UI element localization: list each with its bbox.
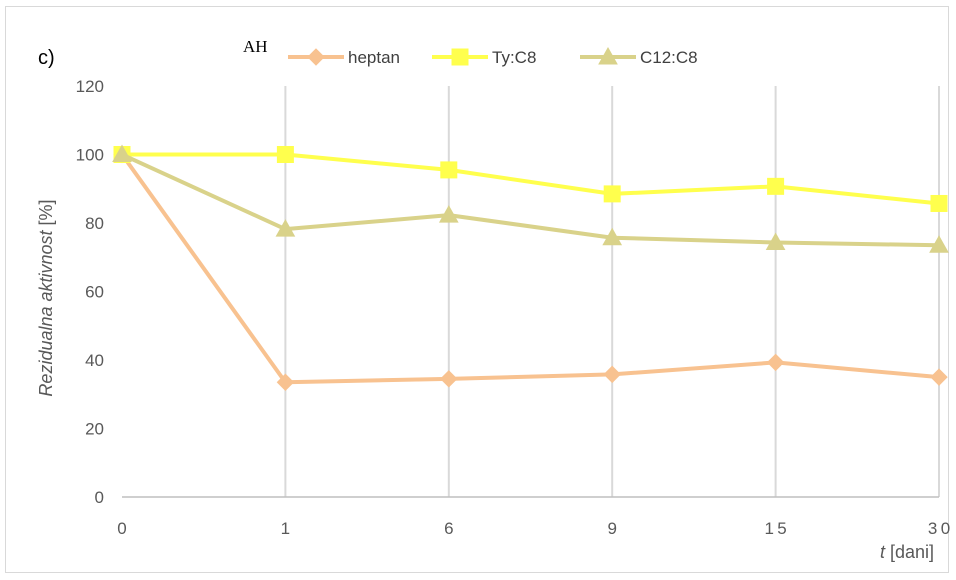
series-c12c8 — [112, 144, 949, 253]
chart-frame — [5, 6, 949, 573]
data-point-c12c8 — [929, 235, 949, 253]
legend: AH heptan Ty:C8 C12:C8 — [243, 37, 698, 67]
data-point-c12c8 — [112, 144, 132, 162]
x-tick-label: 9 — [607, 519, 616, 538]
y-tick-label: 80 — [85, 214, 104, 233]
y-tick-label: 0 — [95, 488, 104, 507]
data-point-heptan — [603, 365, 621, 384]
series-layer — [112, 144, 949, 391]
data-point-tyc8 — [276, 146, 294, 163]
legend-marker-c12c8 — [598, 46, 618, 65]
series-line-tyc8 — [122, 152, 940, 206]
legend-label-c12c8: C12:C8 — [640, 48, 698, 67]
data-point-c12c8 — [438, 205, 459, 223]
data-point-c12c8 — [602, 227, 623, 246]
legend-marker-heptan — [307, 48, 325, 66]
data-point-tyc8 — [603, 185, 621, 203]
panel-label: c) — [38, 47, 55, 69]
x-tick-label: 0 — [117, 519, 126, 538]
x-tick-label: 6 — [444, 519, 453, 538]
y-tick-label: 100 — [76, 146, 104, 165]
gridlines — [284, 86, 940, 497]
y-tick-label: 60 — [85, 283, 104, 302]
data-point-tyc8 — [767, 177, 785, 195]
series-line-heptan — [120, 153, 940, 385]
data-point-heptan — [930, 368, 948, 386]
x-axis-title-unit: [dani] — [890, 542, 934, 562]
data-point-c12c8 — [765, 232, 786, 251]
x-tick-label: 3 0 — [928, 519, 950, 538]
axes: 0 1 6 9 1 5 3 0 0 20 40 60 80 100 120 — [76, 77, 951, 538]
series-tyc8 — [113, 146, 948, 212]
y-tick-label: 120 — [76, 77, 104, 96]
x-axis-title: t [dani] — [880, 542, 934, 562]
series-line-c12c8 — [121, 152, 940, 248]
data-point-heptan — [276, 373, 295, 391]
y-tick-label: 20 — [85, 420, 104, 439]
y-axis-title-italic: Rezidualna aktivnost — [36, 225, 56, 396]
data-point-tyc8 — [930, 194, 948, 212]
legend-marker-tyc8 — [451, 48, 469, 66]
legend-label-tyc8: Ty:C8 — [492, 48, 536, 67]
data-point-c12c8 — [275, 219, 296, 237]
y-axis-title: Rezidualna aktivnost [%] — [36, 199, 56, 396]
legend-prefix: AH — [243, 37, 268, 56]
x-tick-label: 1 5 — [764, 519, 786, 538]
legend-label-heptan: heptan — [348, 48, 400, 67]
x-tick-label: 1 — [281, 519, 290, 538]
y-axis-title-unit: [%] — [36, 199, 56, 225]
data-point-heptan — [766, 353, 785, 372]
data-point-heptan — [440, 370, 458, 388]
y-tick-label: 40 — [85, 351, 104, 370]
data-point-tyc8 — [440, 161, 458, 179]
x-axis-title-italic: t — [880, 542, 890, 562]
